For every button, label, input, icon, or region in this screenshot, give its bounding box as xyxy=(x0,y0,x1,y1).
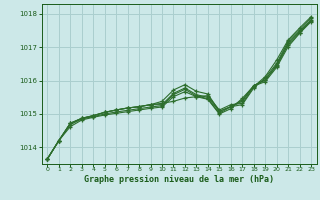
X-axis label: Graphe pression niveau de la mer (hPa): Graphe pression niveau de la mer (hPa) xyxy=(84,175,274,184)
